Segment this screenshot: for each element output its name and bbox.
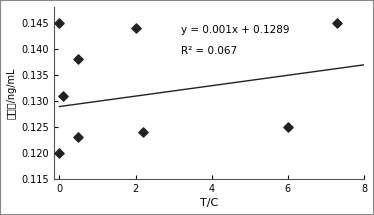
Point — [285, 125, 291, 129]
Point — [60, 94, 66, 97]
Y-axis label: 标本値/ng/mL: 标本値/ng/mL — [7, 67, 17, 119]
Point — [56, 151, 62, 155]
Text: R² = 0.067: R² = 0.067 — [181, 46, 237, 56]
Point — [56, 21, 62, 24]
Point — [76, 136, 82, 139]
Point — [334, 21, 340, 24]
Text: y = 0.001x + 0.1289: y = 0.001x + 0.1289 — [181, 25, 290, 35]
Point — [76, 57, 82, 61]
Point — [132, 26, 138, 29]
Point — [140, 130, 146, 134]
X-axis label: T/C: T/C — [200, 198, 218, 208]
